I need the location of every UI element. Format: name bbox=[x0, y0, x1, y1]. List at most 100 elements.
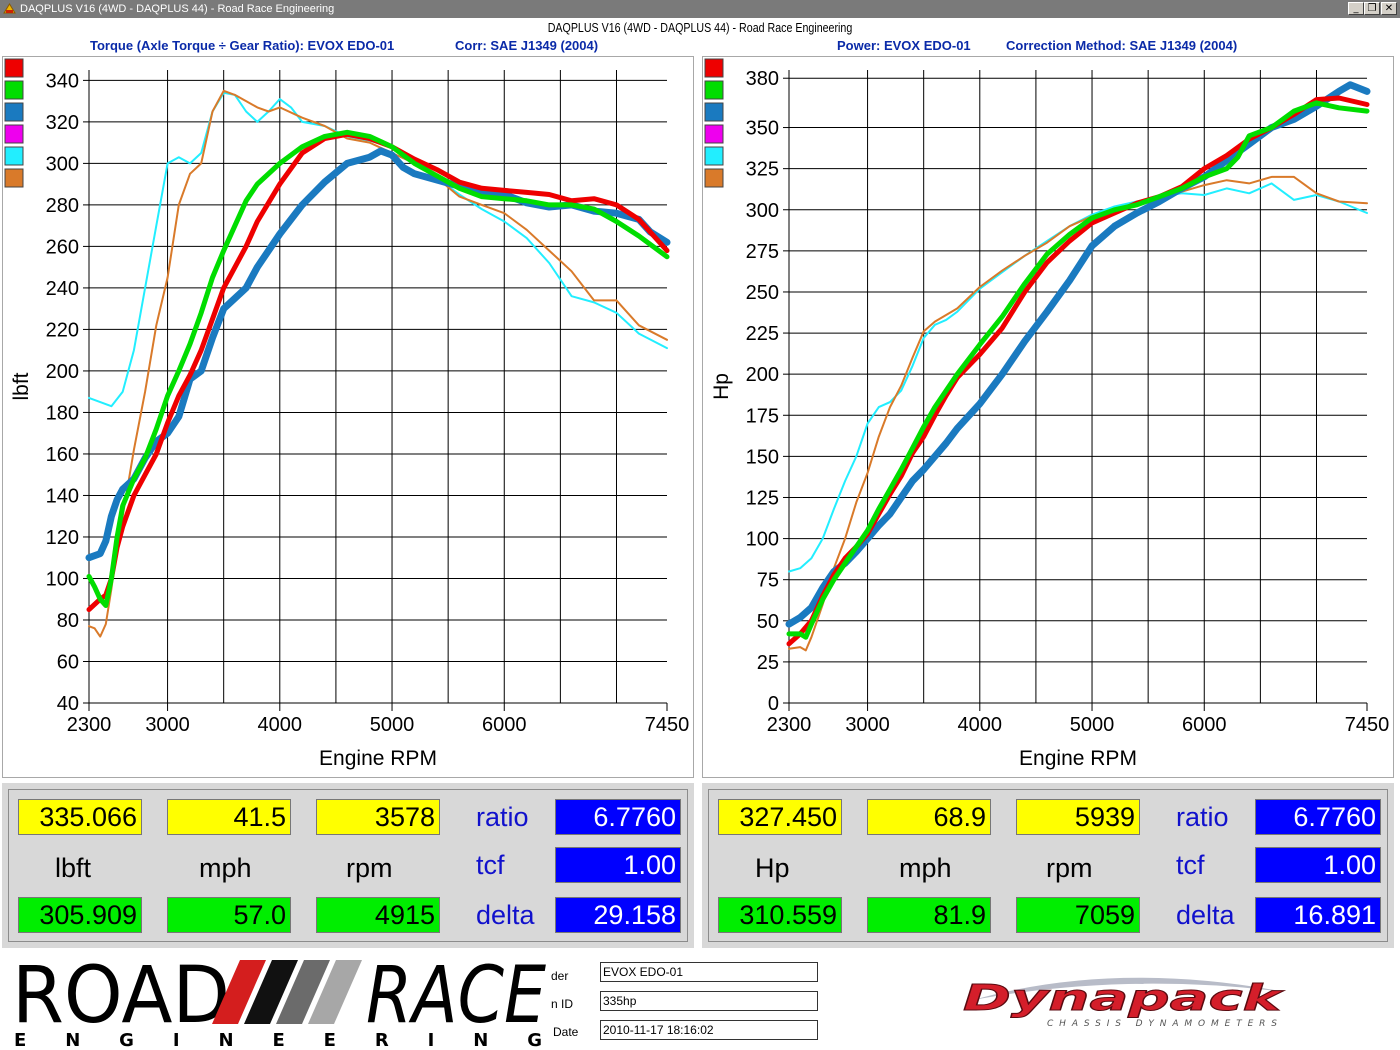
torque-x-tick-label: 7450 bbox=[645, 714, 690, 736]
power-y-tick-label: 50 bbox=[757, 611, 779, 633]
torque-rpm-unit-label: rpm bbox=[346, 853, 393, 883]
power-series-line-4 bbox=[786, 100, 1370, 640]
power-value: 327.450 bbox=[718, 799, 842, 835]
power-x-tick-label: 5000 bbox=[1070, 714, 1115, 736]
power-legend-swatch bbox=[704, 168, 724, 188]
torque-y-tick-label: 220 bbox=[46, 319, 79, 341]
power-y-tick-label: 100 bbox=[746, 529, 779, 551]
torque-mph-value-2: 57.0 bbox=[167, 897, 291, 933]
power-y-tick-label: 380 bbox=[746, 68, 779, 90]
power-header-right: Correction Method: SAE J1349 (2004) bbox=[1006, 38, 1238, 53]
power-y-tick-label: 150 bbox=[746, 446, 779, 468]
power-readout-frame: 327.450 68.9 5939 Hp mph rpm 310.559 81.… bbox=[708, 789, 1388, 942]
power-legend-swatch bbox=[704, 102, 724, 122]
power-y-axis-title: Hp bbox=[710, 373, 733, 400]
power-tcf-value: 1.00 bbox=[1255, 847, 1381, 883]
power-y-tick-label: 350 bbox=[746, 118, 779, 140]
torque-readout-panel: 335.066 41.5 3578 lbft mph rpm 305.909 5… bbox=[2, 783, 694, 948]
torque-y-tick-label: 280 bbox=[46, 195, 79, 217]
power-ratio-value: 6.7760 bbox=[1255, 799, 1381, 835]
torque-x-tick-label: 2300 bbox=[67, 714, 112, 736]
power-y-tick-label: 250 bbox=[746, 282, 779, 304]
power-readout-panel: 327.450 68.9 5939 Hp mph rpm 310.559 81.… bbox=[702, 783, 1394, 948]
dynapack-logo: Dynapack CHASSIS DYNAMOMETERS bbox=[963, 977, 1285, 1029]
delta-value: 29.158 bbox=[555, 897, 681, 933]
report-title: DAQPLUS V16 (4WD - DAQPLUS 44) - Road Ra… bbox=[547, 20, 853, 35]
date-field: 2010-11-17 18:16:02 bbox=[600, 1020, 818, 1040]
logo-race-text: RACE bbox=[366, 952, 547, 1041]
torque-y-tick-label: 180 bbox=[46, 402, 79, 424]
tcf-value: 1.00 bbox=[555, 847, 681, 883]
power-mph-unit-label: mph bbox=[899, 853, 952, 883]
torque-mph-value: 41.5 bbox=[167, 799, 291, 835]
torque-chart[interactable]: 40 60 80 100 120 140 160 180 200 220 240 260 280 300 3… bbox=[2, 56, 694, 778]
logo-road-text: ROAD bbox=[12, 952, 230, 1041]
power-delta-label: delta bbox=[1176, 900, 1235, 930]
power-y-tick-label: 75 bbox=[757, 570, 779, 592]
minimize-button[interactable]: _ bbox=[1348, 2, 1364, 15]
torque-header-right: Corr: SAE J1349 (2004) bbox=[455, 38, 599, 53]
tcf-label: tcf bbox=[476, 850, 505, 880]
torque-x-tick-label: 3000 bbox=[145, 714, 190, 736]
torque-rpm-value-2: 4915 bbox=[316, 897, 440, 933]
power-y-tick-label: 325 bbox=[746, 159, 779, 181]
info-label-vehicle: der bbox=[551, 969, 569, 983]
power-y-tick-label: 200 bbox=[746, 364, 779, 386]
power-y-tick-label: 225 bbox=[746, 323, 779, 345]
power-x-tick-label: 3000 bbox=[845, 714, 890, 736]
power-series-line-0 bbox=[788, 182, 1368, 573]
power-tcf-label: tcf bbox=[1176, 850, 1205, 880]
power-unit-label: Hp bbox=[755, 853, 790, 883]
torque-unit-label: lbft bbox=[55, 853, 92, 883]
torque-series-line-0 bbox=[88, 91, 668, 408]
road-race-logo: ROAD RACE E N G I N E E R I N G bbox=[10, 952, 550, 1050]
info-label-date: Date bbox=[553, 1025, 579, 1039]
power-mph-value-2: 81.9 bbox=[867, 897, 991, 933]
power-mph-value: 68.9 bbox=[867, 799, 991, 835]
torque-readout-frame: 335.066 41.5 3578 lbft mph rpm 305.909 5… bbox=[8, 789, 688, 942]
power-delta-value: 16.891 bbox=[1255, 897, 1381, 933]
power-chart[interactable]: 0 25 50 75 100 125 150 175 200 225 250 275 300 325 350… bbox=[702, 56, 1394, 778]
torque-series-line-3 bbox=[86, 131, 670, 613]
dynapack-swoosh bbox=[973, 977, 1285, 1000]
torque-mph-unit-label: mph bbox=[199, 853, 252, 883]
power-x-tick-label: 2300 bbox=[767, 714, 812, 736]
power-legend-swatch bbox=[704, 80, 724, 100]
dynapack-name: Dynapack bbox=[963, 978, 1284, 1019]
power-rpm-value-2: 7059 bbox=[1016, 897, 1140, 933]
logo-stripe-grey-2 bbox=[308, 960, 362, 1024]
ratio-value: 6.7760 bbox=[555, 799, 681, 835]
torque-y-axis-title: lbft bbox=[10, 372, 33, 400]
torque-y-tick-label: 240 bbox=[46, 278, 79, 300]
torque-x-tick-label: 4000 bbox=[258, 714, 303, 736]
torque-x-axis-title: Engine RPM bbox=[319, 747, 437, 770]
power-chart-svg: 0 25 50 75 100 125 150 175 200 225 250 275 300 325 350… bbox=[704, 58, 1390, 770]
torque-series-line-4 bbox=[86, 129, 670, 608]
torque-y-tick-label: 320 bbox=[46, 112, 79, 134]
power-x-tick-label: 7450 bbox=[1345, 714, 1390, 736]
power-header-left: Power: EVOX EDO-01 bbox=[837, 38, 971, 53]
power-series-line-1 bbox=[788, 175, 1368, 652]
power-y-tick-label: 275 bbox=[746, 241, 779, 263]
power-x-tick-label: 4000 bbox=[958, 714, 1003, 736]
torque-legend-swatch bbox=[4, 168, 24, 188]
torque-y-tick-label: 100 bbox=[46, 568, 79, 590]
torque-x-tick-label: 6000 bbox=[482, 714, 527, 736]
power-y-tick-label: 125 bbox=[746, 487, 779, 509]
torque-y-tick-label: 80 bbox=[57, 610, 79, 632]
power-legend-swatch bbox=[704, 146, 724, 166]
delta-label: delta bbox=[476, 900, 535, 930]
torque-y-tick-label: 340 bbox=[46, 70, 79, 92]
restore-button[interactable]: ❐ bbox=[1364, 2, 1380, 15]
torque-legend-swatch bbox=[4, 102, 24, 122]
power-y-tick-label: 25 bbox=[757, 652, 779, 674]
power-y-tick-label: 300 bbox=[746, 200, 779, 222]
torque-y-tick-label: 300 bbox=[46, 153, 79, 175]
power-rpm-unit-label: rpm bbox=[1046, 853, 1093, 883]
close-button[interactable]: ✕ bbox=[1381, 2, 1397, 15]
power-rpm-value: 5939 bbox=[1016, 799, 1140, 835]
power-x-axis-title: Engine RPM bbox=[1019, 747, 1137, 770]
torque-chart-svg: 40 60 80 100 120 140 160 180 200 220 240 260 280 300 3… bbox=[4, 58, 690, 770]
power-y-tick-label: 175 bbox=[746, 405, 779, 427]
logo-stripe-red bbox=[212, 960, 266, 1024]
